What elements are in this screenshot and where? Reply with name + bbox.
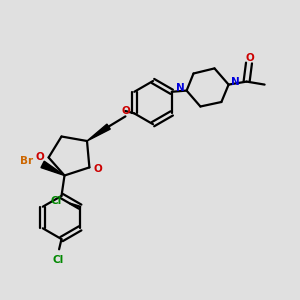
- Text: Br: Br: [20, 156, 33, 167]
- Text: O: O: [36, 152, 45, 162]
- Text: Cl: Cl: [53, 255, 64, 265]
- Text: N: N: [231, 76, 240, 87]
- Polygon shape: [41, 161, 64, 176]
- Polygon shape: [87, 124, 110, 141]
- Text: O: O: [122, 106, 130, 116]
- Text: N: N: [176, 83, 185, 93]
- Text: Cl: Cl: [51, 196, 62, 206]
- Text: O: O: [245, 52, 254, 63]
- Text: O: O: [93, 164, 102, 174]
